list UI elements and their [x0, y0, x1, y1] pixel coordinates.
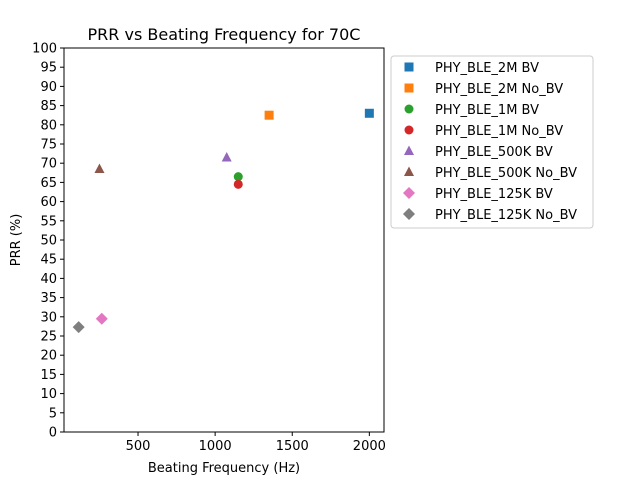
- legend-marker: [404, 125, 414, 135]
- data-point: [72, 321, 85, 334]
- legend-label: PHY_BLE_1M BV: [435, 103, 539, 118]
- x-tick-label: 1500: [276, 439, 309, 454]
- y-tick-label: 90: [40, 80, 57, 95]
- y-tick-label: 35: [40, 291, 57, 306]
- legend-label: PHY_BLE_125K BV: [435, 187, 553, 202]
- y-tick-label: 55: [40, 214, 57, 229]
- data-point: [264, 110, 274, 120]
- data-point: [95, 312, 108, 325]
- y-tick-label: 40: [40, 272, 57, 287]
- data-point: [94, 163, 105, 173]
- chart-title: PRR vs Beating Frequency for 70C: [88, 25, 361, 44]
- y-tick-label: 25: [40, 330, 57, 345]
- legend-marker: [404, 166, 414, 176]
- legend-marker: [404, 83, 414, 93]
- y-axis-label: PRR (%): [9, 214, 24, 267]
- y-tick-label: 45: [40, 253, 57, 268]
- legend-marker: [403, 208, 415, 220]
- y-tick-label: 60: [40, 195, 57, 210]
- legend-label: PHY_BLE_500K BV: [435, 145, 553, 160]
- y-tick-label: 70: [40, 157, 57, 172]
- legend-label: PHY_BLE_2M BV: [435, 61, 539, 76]
- data-point: [364, 108, 374, 118]
- y-tick-label: 0: [49, 426, 57, 441]
- x-axis-label: Beating Frequency (Hz): [148, 461, 300, 476]
- y-tick-label: 95: [40, 61, 57, 76]
- y-tick-label: 50: [40, 234, 57, 249]
- legend-marker: [404, 145, 414, 155]
- data-point: [233, 172, 243, 182]
- y-tick-label: 20: [40, 349, 57, 364]
- legend: PHY_BLE_2M BV PHY_BLE_2M No_BV PHY_BLE_1M …: [390, 55, 594, 229]
- x-tick-label: 500: [126, 439, 151, 454]
- legend-marker: [403, 187, 415, 199]
- y-axis: 0 5 10 15 20 25 30 35 40 45 50 55 60 65 70 75 80 85 90 95 10…: [32, 42, 64, 441]
- legend-label: PHY_BLE_125K No_BV: [435, 208, 577, 223]
- y-tick-label: 80: [40, 118, 57, 133]
- legend-frame: [390, 55, 594, 229]
- legend-label: PHY_BLE_1M No_BV: [435, 124, 563, 139]
- y-tick-label: 100: [32, 42, 57, 57]
- data-point: [233, 179, 243, 189]
- x-tick-label: 1000: [199, 439, 232, 454]
- data-point: [221, 151, 232, 162]
- y-tick-label: 5: [49, 406, 57, 421]
- y-tick-label: 85: [40, 99, 57, 114]
- y-tick-label: 30: [40, 310, 57, 325]
- legend-marker: [404, 62, 414, 72]
- legend-label: PHY_BLE_2M No_BV: [435, 82, 563, 97]
- x-tick-label: 2000: [353, 439, 386, 454]
- y-tick-label: 65: [40, 176, 57, 191]
- y-tick-label: 10: [40, 387, 57, 402]
- legend-marker: [404, 104, 414, 114]
- data-points: [72, 108, 374, 334]
- y-tick-label: 15: [40, 368, 57, 383]
- x-axis: 500 1000 1500 2000: [126, 432, 386, 454]
- legend-label: PHY_BLE_500K No_BV: [435, 166, 577, 181]
- y-tick-label: 75: [40, 138, 57, 153]
